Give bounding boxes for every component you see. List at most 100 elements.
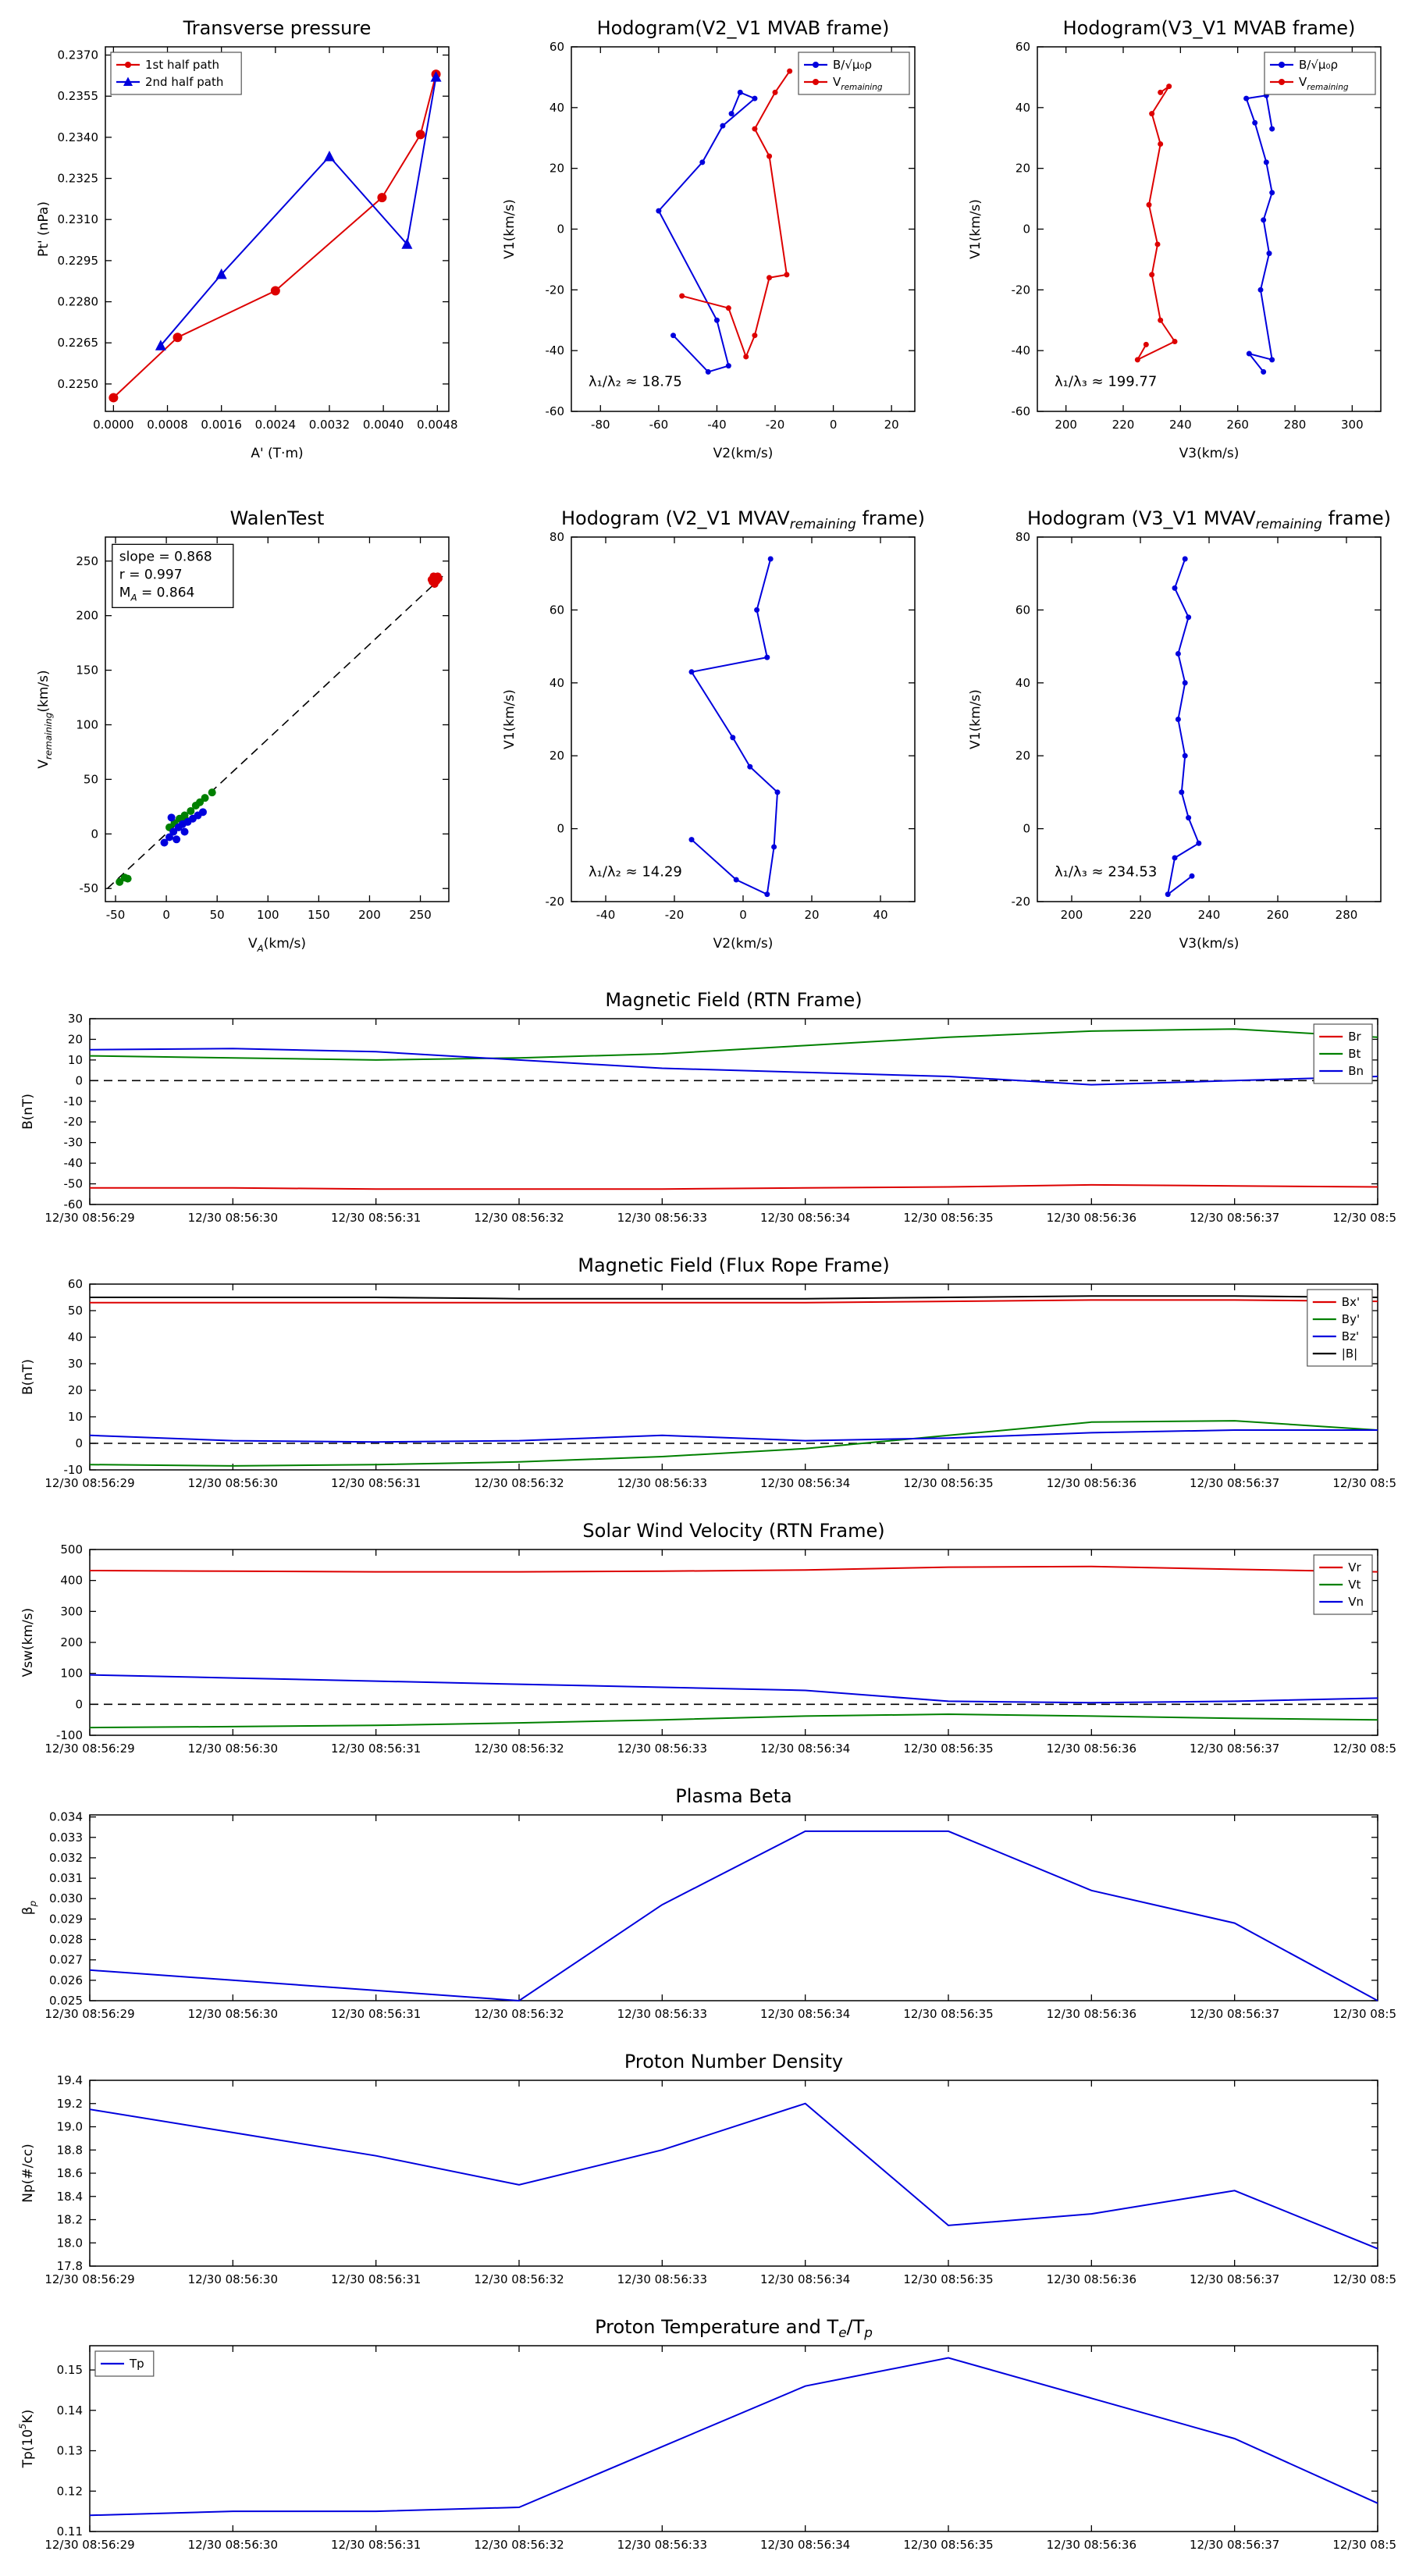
legend-marker xyxy=(1279,79,1285,85)
legend-box xyxy=(1307,1289,1373,1367)
series-2nd-half-path-marker xyxy=(155,340,166,350)
y-tick-label: 100 xyxy=(60,1667,83,1681)
series-vremaining-marker xyxy=(1149,111,1155,117)
hodogram-v3v1-mvav-svg: Hodogram (V3_V1 MVAVremaining frame)200 2… xyxy=(968,507,1391,952)
x-tick-label: 200 xyxy=(1061,908,1083,922)
x-tick-label: 200 xyxy=(358,908,381,922)
y-tick-label: 18.0 xyxy=(57,2236,83,2250)
x-tick-label: 20 xyxy=(804,908,819,922)
plot-frame xyxy=(89,2080,1378,2267)
y-tick-label: -10 xyxy=(64,1094,84,1108)
series-b--marker xyxy=(1243,95,1250,101)
x-tick-label: 12/30 08:56:36 xyxy=(1047,2007,1136,2021)
y-tick-label: 0.2355 xyxy=(58,89,99,103)
y-tick-label: 10 xyxy=(68,1053,83,1067)
x-tick-label: 40 xyxy=(873,908,887,922)
x-tick-label: 280 xyxy=(1336,908,1358,922)
y-tick-label: 400 xyxy=(60,1574,83,1588)
series-s0-marker xyxy=(1175,650,1181,656)
y-tick-label: 60 xyxy=(1016,603,1030,617)
series-vremaining-marker xyxy=(1158,141,1164,148)
x-tick-label: 12/30 08:56:38 xyxy=(1332,2538,1397,2552)
x-tick-label: 12/30 08:56:38 xyxy=(1332,2272,1397,2286)
series-1st-half-path-marker xyxy=(377,193,387,203)
series-s0-marker xyxy=(764,654,770,660)
proton-number-density-svg: Proton Number Density 12/30 08:56:29 12/30… xyxy=(20,2051,1405,2286)
series-bx- xyxy=(90,1299,1378,1304)
plasma-beta-svg: Plasma Beta 12/30 08:56:29 12/30 08:56:30 1… xyxy=(20,1785,1405,2021)
x-axis-label: V3(km/s) xyxy=(1179,446,1240,461)
x-tick-label: 12/30 08:56:35 xyxy=(903,1476,993,1490)
series-vremaining-marker xyxy=(752,126,758,132)
series-s0-marker xyxy=(771,844,777,850)
legend-box xyxy=(110,52,242,95)
x-tick-label: 50 xyxy=(210,908,225,922)
series-1st-half-path-marker xyxy=(108,393,119,403)
series-s0-marker xyxy=(1186,815,1192,821)
x-axis-label: VA(km/s) xyxy=(248,936,306,954)
legend-label: Br xyxy=(1348,1030,1361,1044)
y-tick-label: 20 xyxy=(68,1383,83,1397)
y-tick-label: 20 xyxy=(550,749,564,763)
series-b--marker xyxy=(728,111,735,117)
x-tick-label: 12/30 08:56:29 xyxy=(44,1476,134,1490)
series-b- xyxy=(657,91,756,373)
series--b- xyxy=(90,1295,1378,1300)
series-b--marker xyxy=(656,208,662,214)
series-s0-marker xyxy=(767,556,774,562)
y-tick-label: -50 xyxy=(64,1177,84,1191)
chart-title: Magnetic Field (RTN Frame) xyxy=(605,989,862,1011)
y-axis-label: Vsw(km/s) xyxy=(20,1608,36,1678)
series-b--marker xyxy=(1246,350,1252,357)
series-tp xyxy=(89,2357,1378,2517)
series-b--marker xyxy=(705,368,711,375)
series-vremaining-marker xyxy=(1166,84,1172,90)
x-tick-label: 240 xyxy=(1198,908,1221,922)
series-s1-marker xyxy=(167,813,176,822)
chart-title: Magnetic Field (Flux Rope Frame) xyxy=(578,1254,889,1276)
chart-title: Solar Wind Velocity (RTN Frame) xyxy=(582,1520,884,1542)
x-tick-label: 0.0000 xyxy=(93,418,134,432)
legend-marker xyxy=(123,76,133,86)
series-2nd-half-path-marker xyxy=(215,268,227,279)
series-vremaining-marker xyxy=(767,275,773,281)
series-s1-marker xyxy=(198,808,207,817)
plot-frame xyxy=(1037,536,1382,902)
x-tick-label: 12/30 08:56:32 xyxy=(474,1476,564,1490)
series-vremaining-marker xyxy=(784,272,790,278)
y-tick-label: 40 xyxy=(1016,676,1030,690)
x-tick-label: 12/30 08:56:32 xyxy=(474,2272,564,2286)
series-bn xyxy=(89,1048,1378,1086)
series-vremaining-marker xyxy=(743,354,749,360)
solar-wind-velocity-rtn-svg: Solar Wind Velocity (RTN Frame) 12/30 08:… xyxy=(20,1520,1405,1756)
y-tick-label: 0.11 xyxy=(57,2524,83,2539)
x-tick-label: 12/30 08:56:33 xyxy=(617,2007,707,2021)
stats-line: MA = 0.864 xyxy=(119,585,195,603)
plot-frame xyxy=(89,1018,1378,1205)
y-axis-label: Pt' (nPa) xyxy=(36,201,52,257)
y-axis-label: B(nT) xyxy=(20,1094,36,1130)
x-tick-label: 12/30 08:56:34 xyxy=(760,2007,850,2021)
y-tick-label: 0.026 xyxy=(49,1973,83,1987)
x-tick-label: 12/30 08:56:30 xyxy=(188,2272,278,2286)
legend-marker xyxy=(1279,62,1285,68)
legend-label: Vt xyxy=(1348,1578,1361,1592)
x-tick-label: 12/30 08:56:33 xyxy=(617,2272,707,2286)
y-axis-label: Vremaining(km/s) xyxy=(36,670,54,768)
y-tick-label: 0 xyxy=(557,822,564,836)
series-s0-marker xyxy=(1175,717,1181,722)
y-tick-label: 20 xyxy=(550,162,564,176)
x-tick-label: 12/30 08:56:35 xyxy=(903,1211,993,1225)
plasma-beta-chart: Plasma Beta 12/30 08:56:29 12/30 08:56:30 1… xyxy=(12,1784,1405,2037)
x-tick-label: 12/30 08:56:29 xyxy=(44,2272,134,2286)
x-tick-label: 260 xyxy=(1267,908,1289,922)
x-tick-label: 0.0048 xyxy=(417,418,458,432)
hodogram-v2v1-mvab-chart: Hodogram(V2_V1 MVAB frame) -80 -60 -40 -20 0 2… xyxy=(493,9,927,473)
series-s1-marker xyxy=(160,838,169,847)
chart-title: Plasma Beta xyxy=(675,1785,791,1807)
series-b--marker xyxy=(720,123,726,129)
plot-frame xyxy=(571,536,916,902)
y-tick-label: 40 xyxy=(68,1330,83,1344)
proton-temperature-chart: Proton Temperature and Te/Tp 12/30 08:56:… xyxy=(12,2314,1405,2567)
x-tick-label: 12/30 08:56:37 xyxy=(1190,2538,1279,2552)
